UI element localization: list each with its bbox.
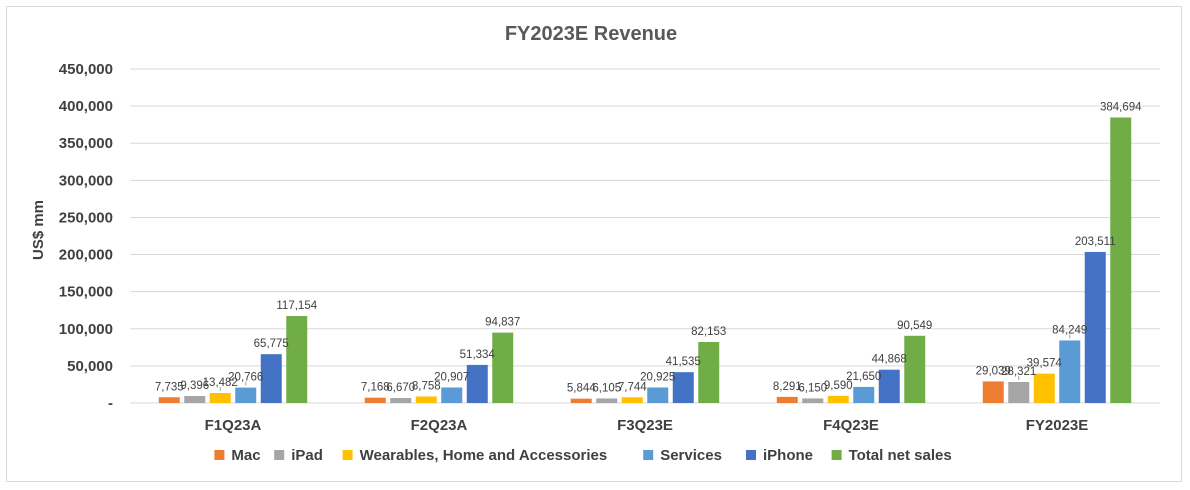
bar	[827, 395, 849, 403]
bar	[621, 397, 643, 403]
legend-label: Services	[660, 447, 722, 464]
data-label: 8,291	[773, 381, 802, 393]
data-label: 20,766	[228, 372, 263, 384]
bar	[1110, 117, 1132, 404]
x-tick-label: F1Q23A	[205, 417, 262, 434]
y-tick-label: 150,000	[59, 284, 113, 301]
bar	[1033, 373, 1055, 403]
data-label: 94,837	[485, 317, 520, 329]
y-tick-label: 100,000	[59, 321, 113, 338]
y-tick-label: 50,000	[67, 358, 113, 375]
bar	[982, 381, 1004, 403]
data-label: 203,511	[1075, 236, 1116, 248]
legend-swatch	[214, 450, 225, 460]
data-label: 82,153	[691, 326, 726, 338]
bar	[1059, 340, 1081, 403]
data-label: 51,334	[460, 349, 496, 361]
y-tick-label: 450,000	[59, 61, 113, 78]
bar	[441, 387, 463, 403]
bar	[415, 396, 437, 403]
bar	[364, 397, 386, 403]
legend-swatch	[831, 450, 842, 460]
bar	[209, 392, 231, 403]
bar	[286, 316, 308, 403]
legend-swatch	[342, 450, 353, 460]
data-label: 6,150	[798, 382, 827, 394]
data-label: 384,694	[1100, 101, 1142, 113]
legend-label: iPhone	[763, 447, 813, 464]
x-tick-label: FY2023E	[1026, 417, 1089, 434]
y-tick-label: 250,000	[59, 209, 113, 226]
bar	[570, 398, 592, 403]
x-tick-label: F2Q23A	[411, 417, 468, 434]
y-axis-label: US$ mm	[30, 200, 47, 260]
bar	[158, 397, 180, 403]
data-label: 6,670	[386, 382, 415, 394]
data-label: 9,396	[180, 380, 209, 392]
data-label: 21,650	[846, 371, 881, 383]
x-axis-ticks: F1Q23A F2Q23A F3Q23E F4Q23E FY2023E	[205, 417, 1089, 434]
data-label: 9,590	[824, 380, 853, 392]
x-tick-label: F4Q23E	[823, 417, 879, 434]
data-label: 20,907	[434, 371, 469, 383]
data-label: 7,168	[361, 382, 390, 394]
bar	[878, 369, 900, 403]
bar	[1008, 381, 1030, 403]
bar	[802, 398, 824, 403]
bar	[596, 398, 618, 403]
data-label: 44,868	[872, 354, 907, 366]
y-tick-label: 200,000	[59, 247, 113, 264]
bar	[1084, 251, 1106, 403]
legend-label: Wearables, Home and Accessories	[360, 447, 608, 464]
legend: Mac iPad Wearables, Home and Accessories Se…	[214, 447, 952, 464]
data-label: 6,105	[592, 382, 621, 394]
x-tick-label: F3Q23E	[617, 417, 673, 434]
data-label: 8,758	[412, 380, 441, 392]
data-label: 29,039	[976, 365, 1011, 377]
bar	[853, 386, 875, 403]
legend-label: Total net sales	[849, 447, 952, 464]
data-label: 5,844	[567, 383, 596, 395]
data-label: 117,154	[276, 300, 317, 312]
legend-swatch	[274, 450, 285, 460]
legend-label: Mac	[231, 447, 260, 464]
data-label: 28,321	[1001, 366, 1036, 378]
bar	[904, 335, 926, 403]
bar	[698, 342, 720, 403]
bar	[776, 396, 798, 403]
bars	[158, 117, 1132, 404]
y-tick-label: 350,000	[59, 135, 113, 152]
data-label: 84,249	[1052, 324, 1087, 336]
bar	[492, 332, 514, 403]
y-tick-label: 300,000	[59, 172, 113, 189]
data-label: 90,549	[897, 320, 932, 332]
label-leaders	[219, 334, 1071, 391]
legend-swatch	[643, 450, 654, 460]
data-label: 7,735	[155, 381, 184, 393]
data-label: 13,482	[203, 377, 238, 389]
bar	[647, 387, 669, 403]
data-label: 7,744	[618, 381, 647, 393]
data-label: 41,535	[666, 356, 701, 368]
bar	[672, 372, 694, 403]
bar	[390, 398, 412, 403]
y-tick-label: 400,000	[59, 98, 113, 115]
y-tick-label: -	[108, 395, 113, 412]
data-label: 39,574	[1027, 358, 1063, 370]
legend-label: iPad	[291, 447, 323, 464]
bar	[235, 387, 257, 403]
bar	[260, 354, 282, 403]
data-label: 20,925	[640, 371, 675, 383]
bar	[466, 364, 488, 403]
y-axis-ticks: - 50,000 100,000 150,000 200,000 250,000 300,0…	[59, 61, 113, 412]
legend-swatch	[746, 450, 756, 460]
data-label: 65,775	[254, 338, 289, 350]
bar	[184, 396, 206, 403]
gridlines	[130, 68, 1160, 404]
chart-title: FY2023E Revenue	[505, 23, 677, 45]
